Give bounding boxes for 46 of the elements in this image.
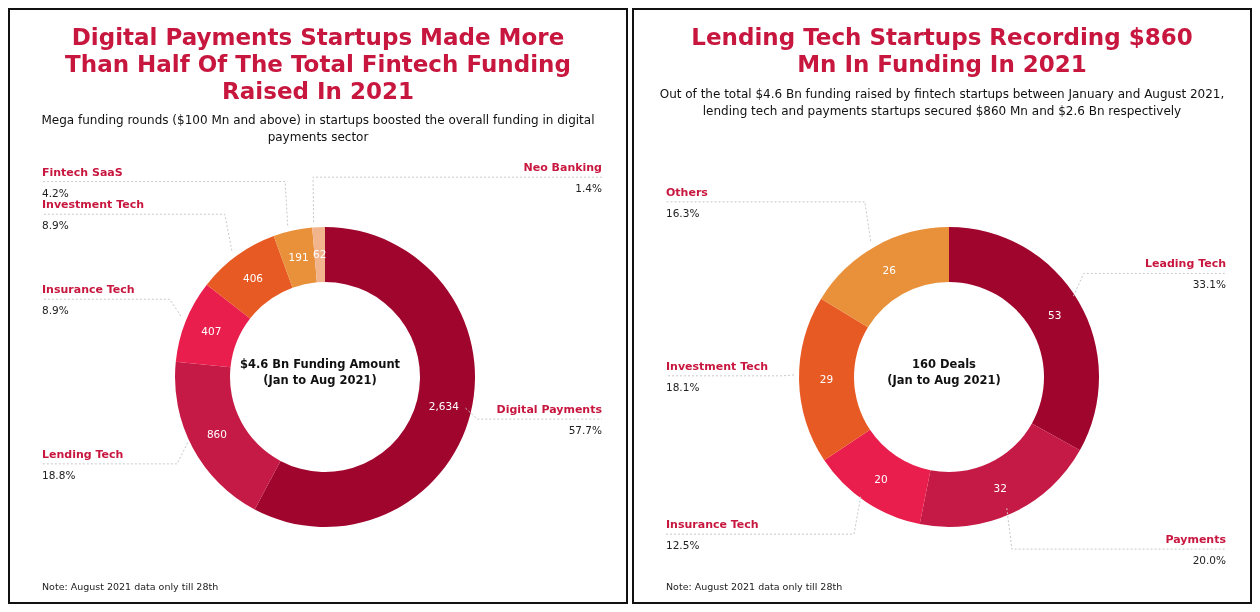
slice-label: Investment Tech [42, 198, 145, 212]
text: 8.9% [42, 304, 69, 317]
data-label: 29 [819, 373, 834, 386]
slice-label: Fintech SaaS [42, 165, 123, 179]
text: Note: August 2021 data only till 28th [42, 581, 219, 592]
data-label: 860 [206, 428, 227, 441]
slice-label: Insurance Tech [42, 283, 135, 297]
slice-label: Investment Tech [666, 359, 769, 373]
slice-label: Others [666, 185, 709, 199]
slice-label: Neo Banking [523, 161, 602, 175]
text: 16.3% [666, 206, 700, 219]
chart-subtitle: Mega funding rounds ($100 Mn and above) in startups boosted the overall funding in digital payments sector [40, 112, 596, 146]
donut-slice [919, 423, 1080, 527]
donut-slice [799, 298, 871, 461]
text: 1.4% [575, 182, 602, 195]
slice-label: Lending Tech [42, 447, 124, 461]
slice-label: Digital Payments [496, 403, 603, 417]
text: Note: August 2021 data only till 28th [666, 581, 843, 592]
slice-label: Insurance Tech [666, 518, 759, 532]
chart-title: Digital Payments Startups Made More Than Half Of The Total Fintech Funding Raised In 2021 [64, 24, 572, 105]
data-label: 20 [874, 472, 888, 485]
donut-slice [821, 227, 949, 328]
text: 8.9% [42, 219, 69, 232]
data-label: 26 [882, 263, 897, 276]
text: 33.1% [1192, 278, 1226, 291]
data-label: 191 [288, 251, 309, 264]
text: 57.7% [568, 424, 602, 437]
text: 12.5% [666, 539, 700, 552]
text: 20.0% [1192, 554, 1226, 567]
text: (Jan to Aug 2021) [262, 372, 378, 388]
slice-label: Leading Tech [1145, 257, 1226, 271]
text: 160 Deals [911, 356, 977, 372]
donut-slice [824, 429, 931, 525]
data-label: 53 [1048, 308, 1062, 321]
data-label: 32 [993, 481, 1007, 494]
data-label: 406 [242, 271, 264, 284]
text: 18.8% [42, 468, 76, 481]
data-label: 2,634 [428, 400, 460, 413]
text: 4.2% [42, 186, 69, 199]
slice-label: Payments [1165, 533, 1227, 547]
text: (Jan to Aug 2021) [886, 372, 1002, 388]
chart-subtitle: Out of the total $4.6 Bn funding raised by fintech startups between January and August 2021, lending tech and payments startups secured $860 Mn and $2.6 Bn respectively [658, 86, 1226, 120]
chart-title: Lending Tech Startups Recording $860 Mn In Funding In 2021 [690, 24, 1194, 78]
text: $4.6 Bn Funding Amount [238, 356, 402, 372]
text: 18.1% [666, 380, 700, 393]
data-label: 407 [201, 325, 222, 338]
